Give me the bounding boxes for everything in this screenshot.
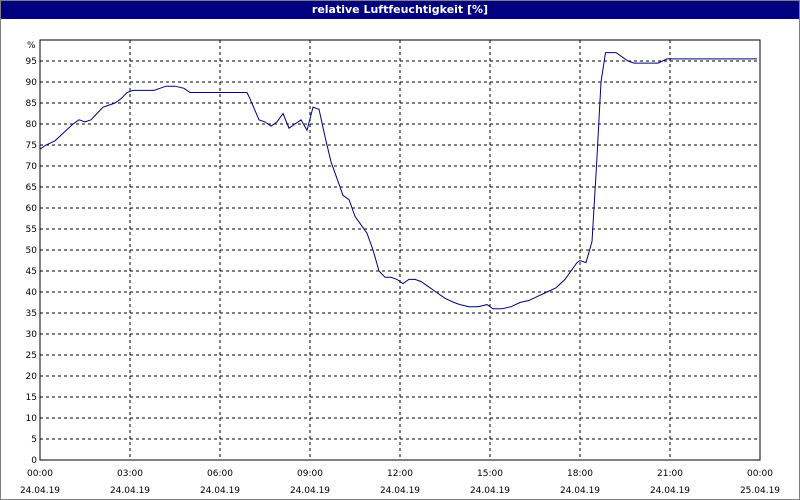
x-tick-date-label: 24.04.19 [290, 486, 330, 496]
y-tick-label: 70 [26, 162, 38, 172]
x-tick-date-label: 24.04.19 [20, 486, 60, 496]
x-tick-date-label: 24.04.19 [200, 486, 240, 496]
y-tick-label: 50 [26, 246, 38, 256]
y-tick-label: 45 [26, 267, 37, 277]
x-tick-time-label: 00:00 [27, 469, 53, 479]
x-tick-date-label: 24.04.19 [650, 486, 690, 496]
x-tick-time-label: 06:00 [207, 469, 233, 479]
x-tick-time-label: 21:00 [657, 469, 683, 479]
y-tick-label: 85 [26, 99, 37, 109]
x-tick-time-label: 03:00 [117, 469, 143, 479]
chart-grid [40, 40, 760, 460]
y-tick-label: 5 [31, 435, 37, 445]
y-axis-ticks: 0 5 10 15 20 25 30 35 40 45 50 55 60 65 70 75 80 85 90 95 [26, 57, 38, 466]
plot-area [39, 39, 761, 461]
x-tick-time-label: 00:00 [747, 469, 773, 479]
y-tick-label: 20 [26, 372, 38, 382]
x-tick-time-label: 18:00 [567, 469, 593, 479]
x-tick-date-label: 24.04.19 [560, 486, 600, 496]
chart-title: relative Luftfeuchtigkeit [%] [1, 1, 799, 19]
y-tick-label: 55 [26, 225, 37, 235]
y-tick-label: 75 [26, 141, 37, 151]
y-tick-label: 40 [26, 288, 38, 298]
x-tick-date-label: 24.04.19 [110, 486, 150, 496]
y-tick-label: 0 [31, 456, 37, 466]
x-tick-date-label: 24.04.19 [470, 486, 510, 496]
y-tick-label: 35 [26, 309, 37, 319]
y-tick-label: 10 [26, 414, 38, 424]
y-tick-label: 15 [26, 393, 37, 403]
x-axis-ticks: 00:00 24.04.19 03:00 24.04.19 06:00 24.04.19 0… [20, 469, 780, 496]
humidity-series-line [39, 52, 757, 310]
x-tick-time-label: 15:00 [477, 469, 503, 479]
y-axis-unit-label: % [27, 41, 36, 51]
x-tick-date-label: 25.04.19 [740, 486, 780, 496]
x-tick-date-label: 24.04.19 [380, 486, 420, 496]
y-tick-label: 60 [26, 204, 38, 214]
y-tick-label: 25 [26, 351, 37, 361]
y-tick-label: 65 [26, 183, 37, 193]
y-tick-label: 80 [26, 120, 38, 130]
x-tick-time-label: 12:00 [387, 469, 413, 479]
y-tick-label: 90 [26, 78, 38, 88]
x-tick-time-label: 09:00 [297, 469, 323, 479]
y-tick-label: 30 [26, 330, 38, 340]
y-tick-label: 95 [26, 57, 37, 67]
